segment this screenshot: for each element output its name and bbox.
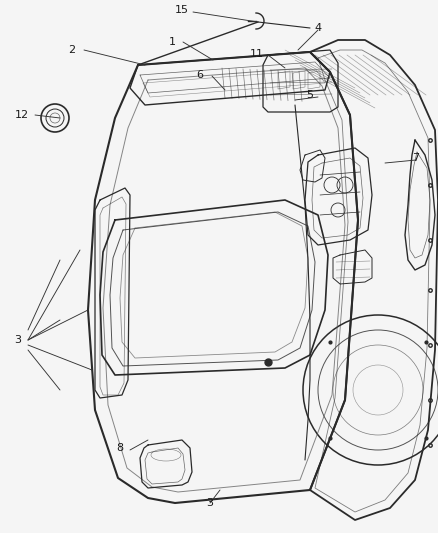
Text: 4: 4 xyxy=(314,23,321,33)
Text: 6: 6 xyxy=(197,70,204,80)
Text: 2: 2 xyxy=(68,45,76,55)
Text: 11: 11 xyxy=(250,49,264,59)
Text: 3: 3 xyxy=(14,335,21,345)
Text: 3: 3 xyxy=(206,498,213,508)
Text: 7: 7 xyxy=(413,153,420,163)
Text: 15: 15 xyxy=(175,5,189,15)
Text: 5: 5 xyxy=(307,90,314,100)
Text: 8: 8 xyxy=(117,443,124,453)
Text: 1: 1 xyxy=(169,37,176,47)
Text: 12: 12 xyxy=(15,110,29,120)
